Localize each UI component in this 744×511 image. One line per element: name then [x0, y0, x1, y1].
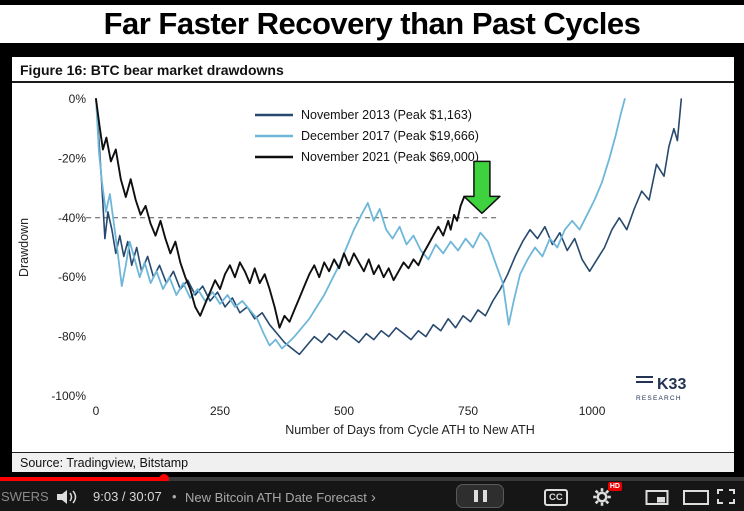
- svg-text:-100%: -100%: [51, 389, 86, 403]
- progress-track[interactable]: [0, 477, 744, 481]
- fullscreen-button[interactable]: [716, 488, 736, 510]
- volume-icon: [57, 490, 77, 504]
- volume-button[interactable]: [56, 489, 80, 510]
- svg-text:Number of Days from Cycle ATH: Number of Days from Cycle ATH to New ATH: [285, 423, 535, 437]
- svg-text:1000: 1000: [579, 404, 606, 418]
- fullscreen-icon: [717, 489, 735, 504]
- source-text: Source: Tradingview, Bitstamp: [20, 456, 189, 470]
- svg-text:750: 750: [458, 404, 478, 418]
- chapter-label: New Bitcoin ATH Date Forecast: [185, 490, 367, 505]
- svg-text:-60%: -60%: [58, 270, 86, 284]
- drawdown-chart: 0% -20% -40% -60% -80% -100% 0 250 500 750 1000 Dra…: [17, 92, 686, 437]
- svg-text:-80%: -80%: [58, 330, 86, 344]
- time-display: 9:03 / 30:07: [93, 489, 162, 504]
- progress-bar[interactable]: [0, 474, 744, 484]
- svg-text:November 2013 (Peak $1,163): November 2013 (Peak $1,163): [301, 108, 472, 122]
- headline-text: Far Faster Recovery than Past Cycles: [103, 6, 641, 41]
- svg-text:-20%: -20%: [58, 151, 86, 165]
- pause-icon: [473, 490, 478, 502]
- svg-text:0%: 0%: [69, 92, 87, 106]
- captions-button[interactable]: CC: [544, 489, 568, 506]
- chapter-separator: •: [172, 489, 177, 504]
- source-bar: Source: Tradingview, Bitstamp: [12, 452, 734, 472]
- gear-icon: [593, 488, 611, 506]
- svg-text:Drawdown: Drawdown: [17, 218, 31, 277]
- svg-text:RESEARCH: RESEARCH: [636, 395, 682, 402]
- pause-button[interactable]: [456, 484, 504, 508]
- miniplayer-button[interactable]: [645, 489, 670, 511]
- progress-fill: [0, 477, 164, 481]
- player-controls: SWERS 9:03 / 30:07 • New Bitcoin ATH Dat…: [0, 481, 744, 511]
- svg-text:December 2017 (Peak $19,666): December 2017 (Peak $19,666): [301, 129, 479, 143]
- figure-card: Figure 16: BTC bear market drawdowns 0% -…: [12, 57, 734, 452]
- svg-text:November 2021 (Peak $69,000): November 2021 (Peak $69,000): [301, 150, 479, 164]
- theater-mode-icon: [683, 490, 709, 505]
- figure-heading: Figure 16: BTC bear market drawdowns: [12, 57, 734, 83]
- watermark-text: SWERS: [1, 489, 49, 504]
- theater-button[interactable]: [683, 489, 710, 511]
- pause-icon: [482, 490, 487, 502]
- hd-badge: HD: [607, 482, 622, 491]
- svg-text:K33: K33: [657, 376, 686, 393]
- svg-text:500: 500: [334, 404, 354, 418]
- chevron-right-icon: ›: [370, 489, 376, 506]
- svg-text:0: 0: [93, 404, 100, 418]
- video-title-banner: Far Faster Recovery than Past Cycles: [0, 5, 744, 43]
- progress-handle[interactable]: [158, 474, 169, 484]
- settings-button[interactable]: HD: [592, 482, 622, 511]
- svg-text:250: 250: [210, 404, 230, 418]
- miniplayer-icon: [645, 490, 669, 505]
- chapter-title[interactable]: New Bitcoin ATH Date Forecast ›: [185, 489, 376, 506]
- svg-text:-40%: -40%: [58, 211, 86, 225]
